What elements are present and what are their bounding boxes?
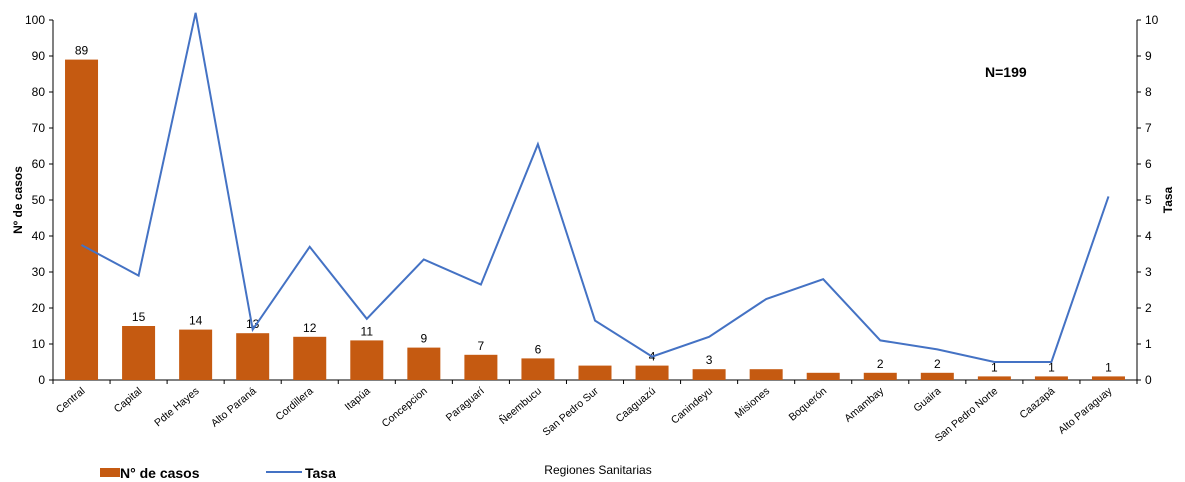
y-left-axis-ticks: 0 10 20 30 40 50 60 70 80 90 100 <box>25 13 53 387</box>
category-labels: Central Capital Pdte Hayes Alto Paraná Cordi… <box>52 380 1138 445</box>
y-right-axis-ticks: 0 1 2 3 4 5 6 7 8 9 10 <box>1137 13 1159 387</box>
y-left-tick-label: 100 <box>25 13 45 27</box>
bar-value-label: 11 <box>361 324 374 338</box>
bar-series <box>65 59 1125 380</box>
legend: N° de casos Tasa <box>100 465 336 481</box>
y-left-tick-label: 80 <box>32 85 46 99</box>
y-left-tick-label: 60 <box>32 157 46 171</box>
bar <box>806 372 840 380</box>
x-category-label: Central <box>54 385 88 416</box>
x-category-label: Cordillera <box>274 385 316 423</box>
bar <box>122 326 156 380</box>
legend-bar-label: N° de casos <box>120 465 200 481</box>
y-right-axis-title: Tasa <box>1161 186 1175 213</box>
bar <box>350 340 384 380</box>
bar <box>521 358 555 380</box>
x-category-label: Capital <box>112 385 145 415</box>
y-right-tick-label: 0 <box>1145 373 1152 387</box>
bar-value-label: 89 <box>75 44 89 58</box>
x-category-label: Boquerón <box>787 385 830 424</box>
bar-value-label: 15 <box>132 310 146 324</box>
bar <box>977 376 1011 380</box>
bar <box>65 59 99 380</box>
y-left-tick-label: 40 <box>32 229 46 243</box>
y-left-tick-label: 20 <box>32 301 46 315</box>
bar-value-label: 3 <box>706 353 713 367</box>
x-axis-title: Regiones Sanitarias <box>544 463 651 477</box>
y-right-tick-label: 3 <box>1145 265 1152 279</box>
y-left-tick-label: 0 <box>38 373 45 387</box>
y-right-tick-label: 5 <box>1145 193 1152 207</box>
x-category-label: Itapúa <box>343 385 373 413</box>
x-category-label: Alto Paraná <box>209 385 259 430</box>
y-left-tick-label: 50 <box>32 193 46 207</box>
bar <box>236 333 270 380</box>
x-category-label: Pdte Hayes <box>152 385 201 429</box>
x-category-label: San Pedro Sur <box>540 385 601 439</box>
x-category-label: Ñeembucu <box>497 384 544 427</box>
x-category-label: Misiones <box>733 385 772 421</box>
n-annotation: N=199 <box>985 64 1027 80</box>
bar <box>407 347 441 380</box>
bar-value-label: 1 <box>1105 360 1112 374</box>
rate-line <box>81 12 1110 363</box>
bar <box>293 336 327 380</box>
y-right-tick-label: 6 <box>1145 157 1152 171</box>
bar <box>863 372 897 380</box>
y-left-axis-title: Nº de casos <box>11 166 25 234</box>
bar <box>692 369 726 380</box>
x-category-label: Amambay <box>842 385 886 425</box>
bar-value-label: 1 <box>1048 360 1055 374</box>
bar-value-label: 13 <box>246 317 260 331</box>
bar <box>1034 376 1068 380</box>
legend-bar-swatch <box>100 468 120 477</box>
x-category-label: Guaira <box>911 385 943 415</box>
bar-value-label: 9 <box>420 332 427 346</box>
bar <box>920 372 954 380</box>
y-right-tick-label: 7 <box>1145 121 1152 135</box>
bar-value-label: 7 <box>478 339 485 353</box>
bar <box>179 329 213 380</box>
y-right-tick-label: 8 <box>1145 85 1152 99</box>
y-right-tick-label: 10 <box>1145 13 1159 27</box>
bar-value-label: 2 <box>877 357 884 371</box>
bar <box>1091 376 1125 380</box>
bar <box>578 365 612 380</box>
y-right-tick-label: 2 <box>1145 301 1152 315</box>
y-left-tick-label: 70 <box>32 121 46 135</box>
x-category-label: Caaguazú <box>614 385 659 425</box>
bar-value-label: 14 <box>189 314 203 328</box>
y-left-tick-label: 90 <box>32 49 46 63</box>
x-category-label: Paraguarí <box>444 385 487 424</box>
x-category-label: Canindeyu <box>669 385 715 427</box>
x-category-label: Concepcion <box>380 385 430 430</box>
bar <box>464 354 498 380</box>
bar-value-label: 6 <box>535 342 542 356</box>
bar <box>635 365 669 380</box>
y-left-tick-label: 10 <box>32 337 46 351</box>
bar <box>749 369 783 380</box>
bar-value-label: 12 <box>303 321 317 335</box>
legend-line-label: Tasa <box>305 465 336 481</box>
y-left-tick-label: 30 <box>32 265 46 279</box>
y-right-tick-label: 4 <box>1145 229 1152 243</box>
x-category-label: Caazapá <box>1017 385 1057 421</box>
bar-value-label: 1 <box>991 360 998 374</box>
bar-value-label: 2 <box>934 357 941 371</box>
x-category-label: Alto Paraguay <box>1056 385 1115 437</box>
y-right-tick-label: 1 <box>1145 337 1152 351</box>
y-right-tick-label: 9 <box>1145 49 1152 63</box>
